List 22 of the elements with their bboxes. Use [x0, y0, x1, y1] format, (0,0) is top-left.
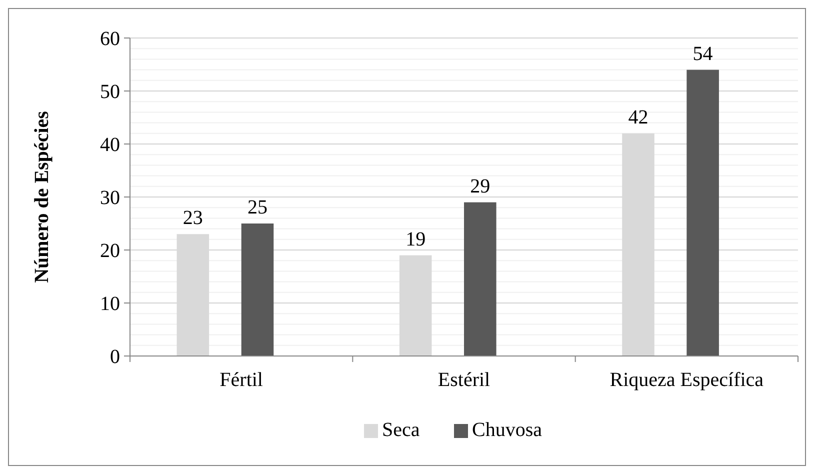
data-label: 25 — [247, 196, 268, 218]
bar — [464, 202, 496, 356]
y-tick-label: 30 — [100, 187, 120, 209]
data-label: 19 — [406, 228, 426, 250]
bar — [686, 70, 719, 356]
data-label: 23 — [182, 207, 203, 230]
data-label: 42 — [628, 106, 648, 128]
legend-label: Seca — [382, 419, 420, 441]
data-label: 54 — [692, 42, 713, 65]
x-tick-label: Fértil — [220, 369, 264, 391]
bar — [241, 224, 274, 356]
y-tick-label: 60 — [100, 28, 120, 50]
y-tick-label: 0 — [110, 346, 120, 368]
x-tick-label: Estéril — [438, 369, 491, 391]
y-tick-label: 50 — [100, 81, 120, 103]
y-tick-label: 20 — [100, 240, 120, 262]
y-axis-title: Número de Espécies — [31, 110, 53, 283]
y-tick-label: 10 — [100, 293, 120, 315]
data-label: 29 — [470, 175, 490, 198]
legend-label: Chuvosa — [472, 419, 542, 441]
x-tick-label: Riqueza Específica — [610, 369, 764, 391]
y-tick-label: 40 — [100, 134, 120, 156]
